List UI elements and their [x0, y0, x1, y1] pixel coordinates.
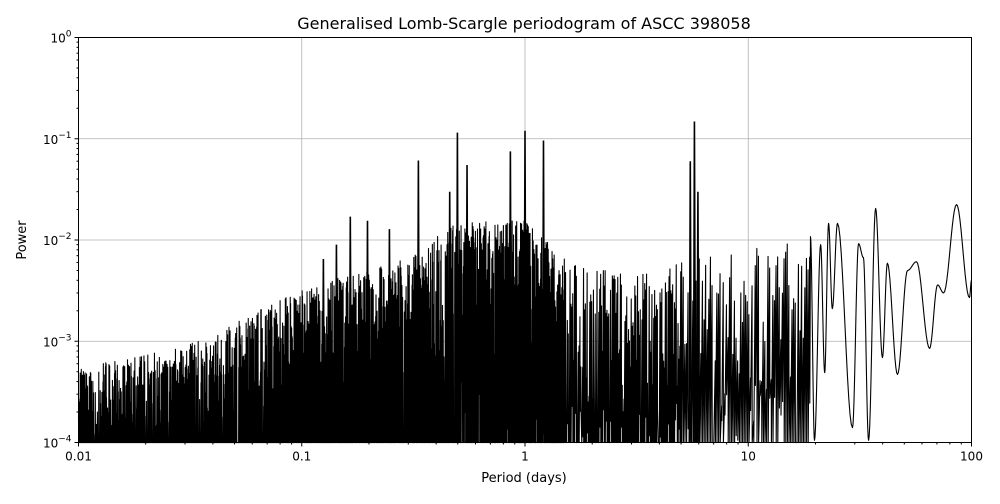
x-tick-label: 100 [960, 450, 983, 464]
periodogram-peak [348, 216, 353, 443]
x-axis-label: Period (days) [481, 471, 567, 486]
periodogram-peak [455, 132, 460, 443]
y-tick-label: 100 [50, 30, 71, 46]
periodogram-peak [465, 165, 469, 443]
chart-title: Generalised Lomb-Scargle periodogram of … [297, 14, 751, 33]
periodogram-peak [692, 121, 697, 443]
x-tick-label: 0.01 [65, 450, 92, 464]
y-tick-label: 10−3 [43, 333, 72, 349]
x-tick-label: 0.1 [292, 450, 311, 464]
ticks-layer: 0.01 0.1 1 10 100 10−4 10−3 10−2 10−1 100 [43, 30, 983, 464]
periodogram-peak [541, 140, 546, 443]
series-layer [77, 121, 972, 444]
periodogram-peak [688, 161, 693, 443]
y-axis-label: Power [15, 220, 30, 260]
periodogram-line [77, 203, 972, 444]
periodogram-peak [523, 130, 527, 443]
periodogram-peak [416, 160, 421, 443]
plot-frame [78, 37, 972, 443]
periodogram-peak [365, 220, 370, 443]
y-tick-label: 10−4 [43, 435, 72, 451]
periodogram-peak [447, 191, 452, 443]
x-tick-label: 10 [741, 450, 756, 464]
x-tick-label: 1 [521, 450, 529, 464]
periodogram-peak [334, 244, 339, 443]
y-tick-label: 10−2 [43, 232, 72, 248]
periodogram-peak [696, 191, 700, 443]
periodogram-peak [508, 151, 513, 443]
periodogram-peak [387, 229, 392, 443]
periodogram-peak [321, 258, 326, 443]
y-tick-label: 10−1 [43, 131, 72, 147]
